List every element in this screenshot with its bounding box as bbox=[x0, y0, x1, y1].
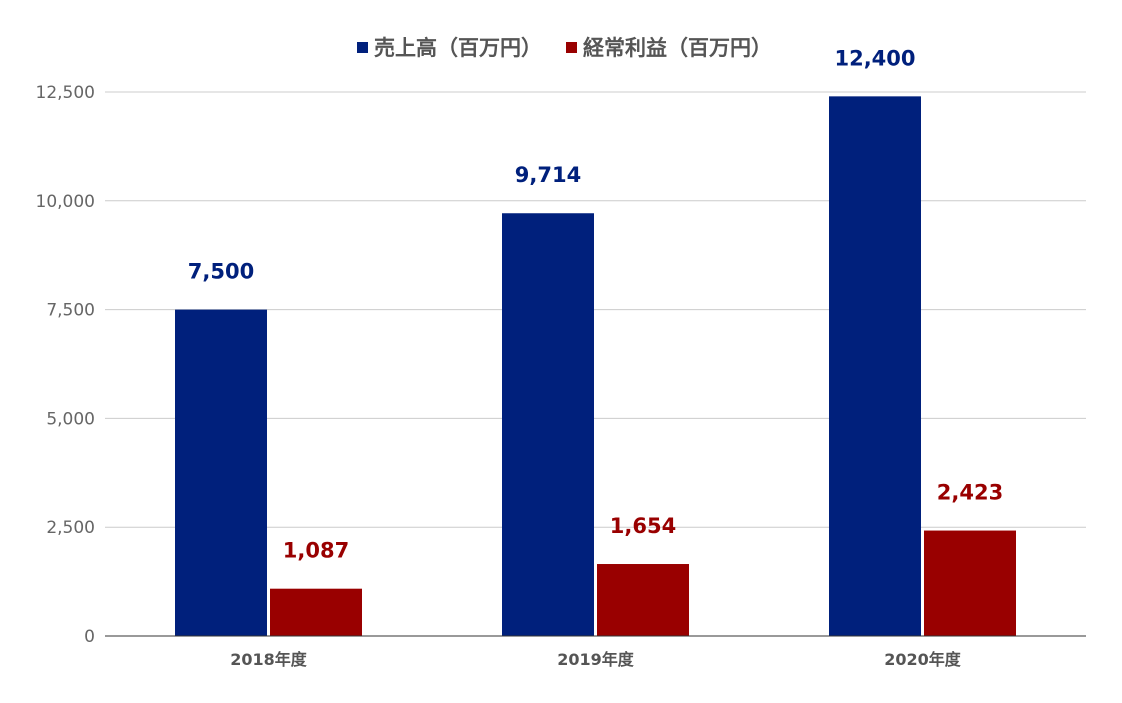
legend-label-1: 経常利益（百万円） bbox=[583, 36, 772, 60]
bar-sales-0 bbox=[175, 309, 267, 636]
data-label: 9,714 bbox=[515, 163, 581, 187]
x-tick-label: 2018年度 bbox=[230, 650, 308, 669]
data-label: 2,423 bbox=[937, 481, 1003, 505]
data-label: 1,087 bbox=[283, 539, 349, 563]
legend: 売上高（百万円） 経常利益（百万円） bbox=[357, 36, 772, 60]
bar-profit-1 bbox=[597, 564, 689, 636]
legend-label-0: 売上高（百万円） bbox=[374, 36, 542, 60]
bar-sales-1 bbox=[502, 213, 594, 637]
x-tick-label: 2020年度 bbox=[884, 650, 962, 669]
y-tick-label: 7,500 bbox=[46, 301, 95, 321]
data-label: 1,654 bbox=[610, 514, 676, 538]
legend-swatch-1 bbox=[566, 42, 577, 53]
bar-profit-0 bbox=[270, 588, 362, 636]
y-tick-label: 5,000 bbox=[46, 409, 95, 429]
y-tick-label: 2,500 bbox=[46, 518, 95, 538]
x-tick-label: 2019年度 bbox=[557, 650, 635, 669]
data-label: 7,500 bbox=[188, 260, 254, 284]
y-tick-label: 0 bbox=[84, 627, 95, 647]
x-axis-ticks: 2018年度 2019年度 2020年度 bbox=[230, 650, 962, 669]
y-tick-label: 10,000 bbox=[36, 192, 95, 212]
legend-swatch-0 bbox=[357, 42, 368, 53]
bars bbox=[175, 96, 1016, 637]
data-labels: 7,500 1,087 9,714 1,654 12,400 2,423 bbox=[188, 46, 1003, 562]
gridlines bbox=[105, 91, 1086, 528]
bar-profit-2 bbox=[924, 530, 1016, 636]
y-axis-ticks: 0 2,500 5,000 7,500 10,000 12,500 bbox=[36, 83, 95, 647]
bar-sales-2 bbox=[829, 96, 921, 637]
y-tick-label: 12,500 bbox=[36, 83, 95, 103]
data-label: 12,400 bbox=[834, 46, 915, 70]
